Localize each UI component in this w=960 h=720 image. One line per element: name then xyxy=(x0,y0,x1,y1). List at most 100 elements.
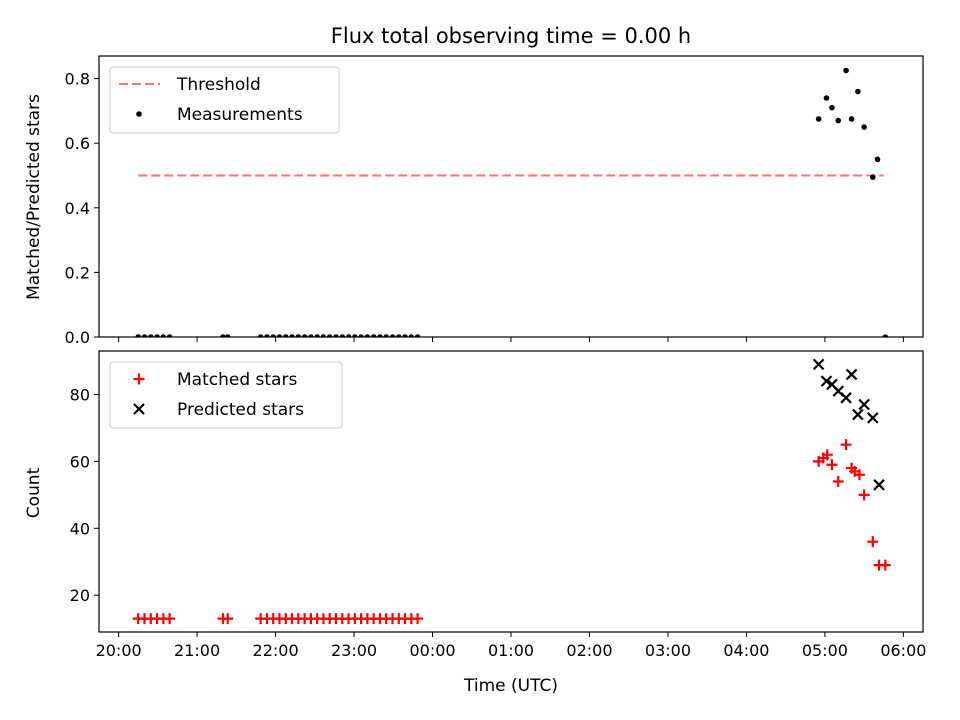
data-point xyxy=(840,392,852,404)
data-point xyxy=(820,375,833,387)
data-point xyxy=(166,334,173,337)
data-point xyxy=(821,449,833,461)
y-tick-label: 0.0 xyxy=(65,328,90,347)
data-point xyxy=(882,334,889,337)
data-point xyxy=(395,334,402,337)
data-point xyxy=(840,439,852,451)
data-point xyxy=(874,156,881,163)
data-point xyxy=(869,174,876,180)
data-point xyxy=(873,479,885,491)
data-point xyxy=(326,334,333,337)
data-point xyxy=(147,334,154,337)
y-tick-label: 0.6 xyxy=(65,134,90,153)
x-tick-label: 01:00 xyxy=(488,641,534,660)
x-tick-label: 03:00 xyxy=(645,641,691,660)
data-point xyxy=(843,67,849,74)
data-point xyxy=(320,334,327,337)
data-point xyxy=(222,613,234,625)
data-point xyxy=(412,613,424,625)
y-tick-label: 0.4 xyxy=(65,199,90,218)
data-point xyxy=(270,334,277,337)
legend-label: Matched stars xyxy=(177,370,297,390)
legend-swatch xyxy=(133,373,145,385)
series-measurements xyxy=(135,67,889,337)
data-point xyxy=(866,412,879,424)
data-point xyxy=(853,469,865,481)
data-point xyxy=(352,334,358,337)
data-point xyxy=(812,358,825,371)
bottom-y-axis-label: Count xyxy=(24,467,44,518)
data-point xyxy=(852,408,864,421)
data-point xyxy=(826,459,838,471)
data-point xyxy=(848,116,855,122)
data-point xyxy=(289,334,295,337)
data-point xyxy=(829,104,835,111)
x-tick-label: 20:00 xyxy=(96,641,142,660)
legend-box xyxy=(109,66,340,134)
bottom-panel: 20:00 21:00 22:00 23:00 00:00 01:00 02:00 03:00… xyxy=(24,350,926,696)
chart-title: Flux total observing time = 0.00 h xyxy=(331,24,691,48)
data-point xyxy=(282,334,289,337)
bottom-plot-marks xyxy=(132,358,891,625)
series-matched-stars xyxy=(132,439,891,625)
data-point xyxy=(835,117,842,124)
legend-entry: Threshold xyxy=(119,75,261,95)
legend-label: Threshold xyxy=(176,75,261,95)
top-axes: 0.0 0.2 0.4 0.6 0.8 xyxy=(65,55,924,347)
top-plot-marks xyxy=(135,67,889,337)
data-point xyxy=(314,334,320,337)
data-point xyxy=(402,334,408,337)
y-tick-label: 80 xyxy=(70,385,90,404)
legend-label: Predicted stars xyxy=(177,400,304,420)
data-point xyxy=(308,334,314,337)
data-point xyxy=(333,334,339,337)
plot-area xyxy=(135,67,889,337)
y-tick-label: 0.2 xyxy=(65,263,90,282)
data-point xyxy=(339,334,346,337)
top-panel: Flux total observing time = 0.00 h 0.0 0.… xyxy=(24,24,924,347)
legend-swatch xyxy=(136,111,142,117)
y-tick-label: 40 xyxy=(70,519,90,538)
x-tick-label: 21:00 xyxy=(174,641,220,660)
data-point xyxy=(301,334,308,337)
data-point xyxy=(823,95,830,101)
data-point xyxy=(276,334,283,337)
x-axis-label: Time (UTC) xyxy=(463,676,558,696)
data-point xyxy=(141,334,148,337)
data-point xyxy=(160,334,167,337)
data-point xyxy=(370,334,377,337)
x-tick-label: 23:00 xyxy=(331,641,377,660)
top-y-axis-label: Matched/Predicted stars xyxy=(24,94,44,300)
data-point xyxy=(832,475,844,487)
data-point xyxy=(867,536,879,548)
data-point xyxy=(855,88,861,95)
data-point xyxy=(135,334,142,337)
data-point xyxy=(264,334,270,337)
data-point xyxy=(861,124,867,130)
data-point xyxy=(858,489,870,501)
top-legend: Threshold Measurements xyxy=(109,66,340,134)
legend-entry: Matched stars xyxy=(133,370,297,390)
data-point xyxy=(377,334,383,337)
data-point xyxy=(164,613,176,625)
data-point xyxy=(295,334,302,337)
data-point xyxy=(389,334,396,337)
x-tick-label: 00:00 xyxy=(409,641,455,660)
data-point xyxy=(408,334,415,337)
data-point xyxy=(879,559,891,571)
x-tick-label: 06:00 xyxy=(880,641,926,660)
data-point xyxy=(364,334,371,337)
series-predicted-stars xyxy=(812,358,885,491)
data-point xyxy=(257,334,264,337)
data-point xyxy=(154,334,160,337)
legend-entry: Measurements xyxy=(136,105,303,125)
y-tick-label: 20 xyxy=(70,586,90,605)
x-tick-label: 05:00 xyxy=(802,641,848,660)
data-point xyxy=(815,116,822,122)
legend-label: Measurements xyxy=(177,105,303,125)
legend-swatch xyxy=(133,403,145,415)
data-point xyxy=(358,334,364,337)
data-point xyxy=(414,334,421,337)
plot-area xyxy=(132,358,891,625)
data-point xyxy=(345,334,352,337)
